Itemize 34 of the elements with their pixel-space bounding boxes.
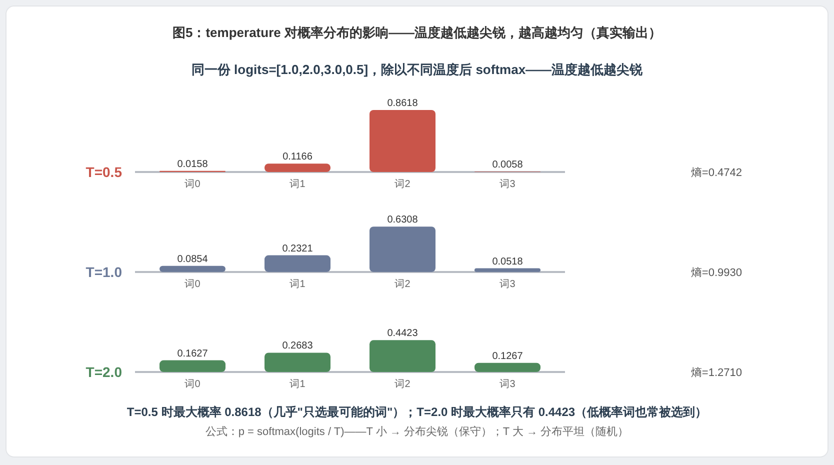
y-axis-title: T=2.0: [86, 364, 122, 380]
x-tick-label: 词1: [290, 378, 306, 390]
y-axis-title: T=0.5: [86, 164, 122, 180]
data-label: 0.1267: [492, 350, 524, 362]
data-label: 0.0058: [492, 160, 524, 171]
data-label: 0.6308: [387, 214, 418, 226]
y-axis-title: T=1.0: [86, 264, 122, 280]
data-label: 0.1166: [282, 152, 313, 163]
data-label: 0.0518: [492, 256, 524, 268]
x-tick-label: 词1: [290, 278, 306, 290]
x-tick-label: 词2: [394, 378, 411, 390]
x-tick-label: 词0: [184, 178, 201, 190]
text: 熵=1.2710: [690, 366, 742, 379]
x-tick-label: 词1: [290, 178, 306, 190]
text: 公式：p = softmax(logits / T)——T 小 → 分布尖锐（保守）；T 大 → 分布平坦（随机）: [205, 425, 629, 438]
data-label: 0.4423: [387, 328, 418, 340]
text: 熵=0.9930: [690, 266, 742, 279]
data-label: 0.8618: [387, 98, 418, 109]
x-tick-label: 词2: [394, 278, 411, 290]
x-tick-label: 词0: [184, 378, 201, 390]
x-tick-label: 词3: [500, 378, 516, 390]
x-tick-label: 词2: [394, 178, 411, 190]
x-tick-label: 词0: [184, 278, 201, 290]
x-tick-label: 词3: [500, 278, 516, 290]
x-tick-label: 词3: [500, 178, 516, 190]
data-label: 0.0158: [177, 158, 208, 170]
data-label: 0.2321: [282, 243, 314, 254]
data-label: 0.0854: [177, 254, 208, 265]
chart-subtitle: 同一份 logits=[1.0,2.0,3.0,0.5]，除以不同温度后 softmax——温度越低越尖锐: [191, 62, 644, 77]
chart-title: 图5：temperature 对概率分布的影响——温度越低越尖锐，越高越均匀（真实输出）: [172, 25, 662, 40]
text: T=0.5 时最大概率 0.8618（几乎"只选最可能的词"）；T=2.0 时最大概率只有 0.4423（低概率词也常被选到）: [126, 405, 708, 419]
data-label: 0.1627: [177, 348, 208, 360]
text: 熵=0.4742: [690, 166, 742, 179]
data-label: 0.2683: [282, 340, 314, 352]
